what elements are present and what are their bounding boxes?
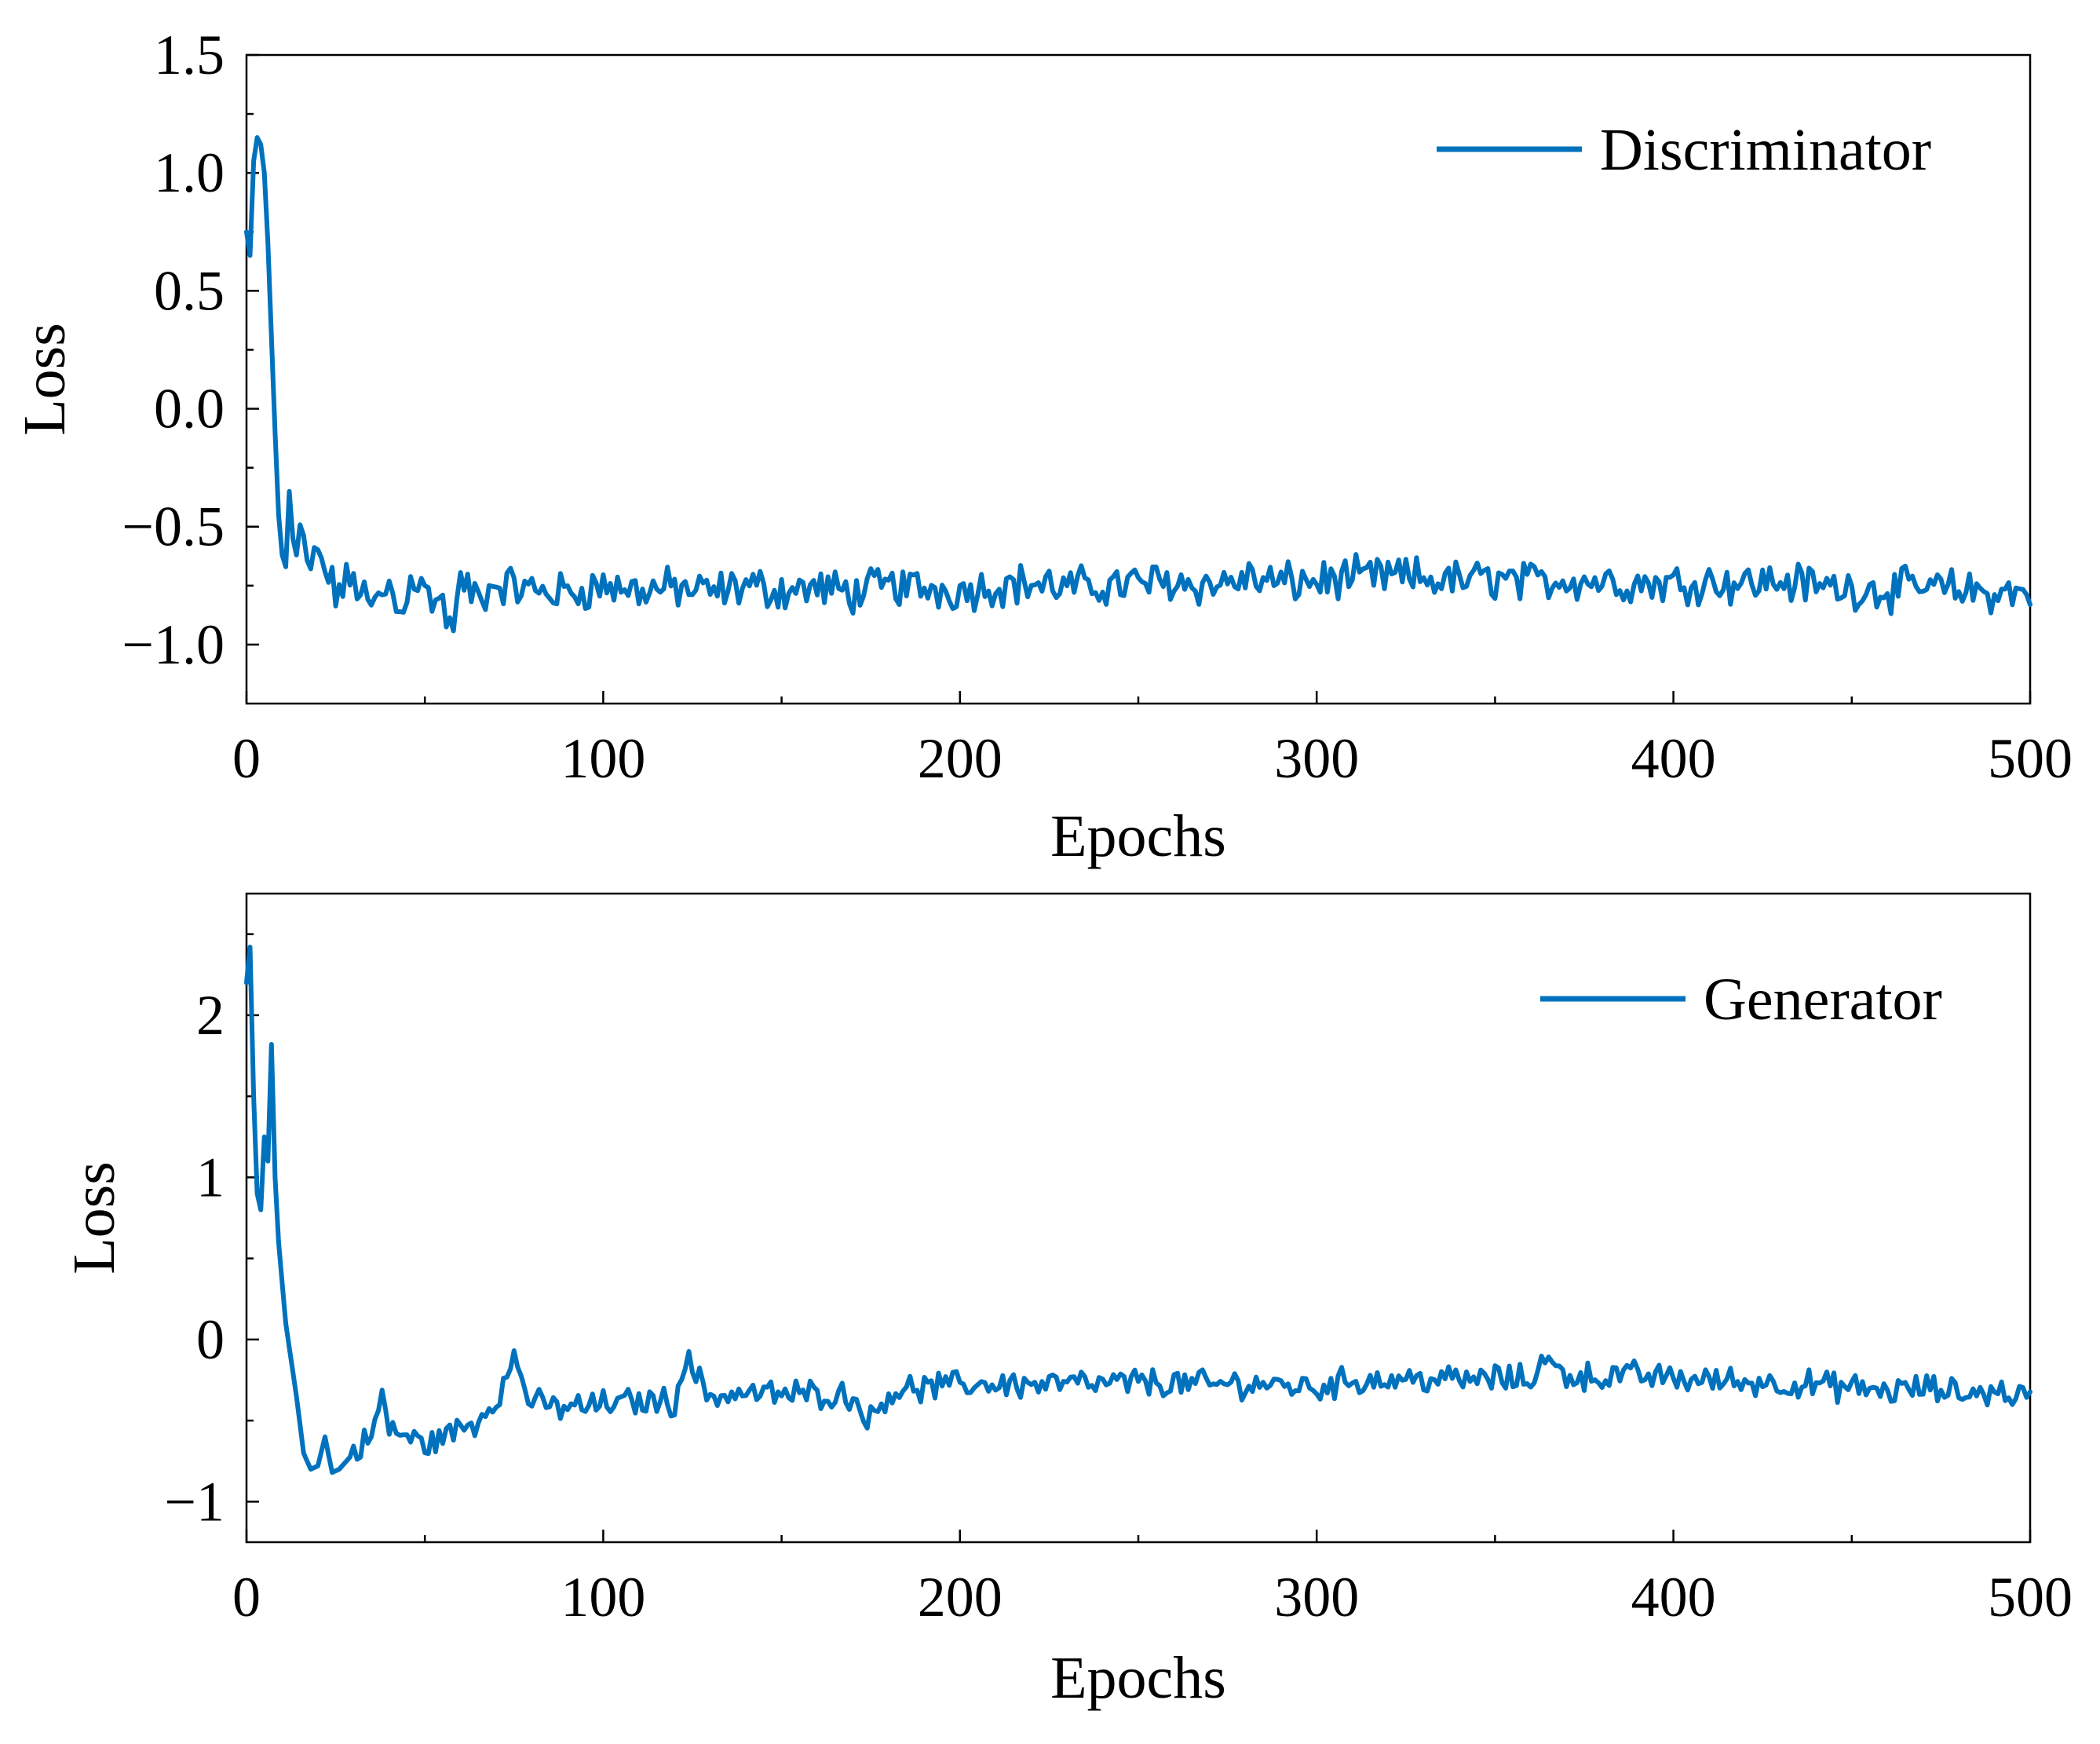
y-tick-label: −1.0: [122, 613, 225, 676]
y-tick-label: 0.5: [154, 259, 225, 322]
x-tick-label: 100: [561, 727, 645, 790]
x-tick-label: 100: [561, 1566, 645, 1629]
x-tick-label: 0: [232, 727, 261, 790]
y-tick-labels: 2 1 0 −1: [164, 984, 225, 1534]
y-tick-label: 0.0: [154, 378, 225, 441]
tick-marks: [245, 933, 2032, 1542]
x-tick-label: 500: [1988, 1566, 2073, 1629]
x-tick-label: 200: [918, 1566, 1003, 1629]
y-tick-label: −0.5: [122, 495, 225, 558]
y-tick-label: 1.5: [154, 24, 225, 86]
y-axis-title: Loss: [61, 1161, 127, 1274]
x-tick-label: 300: [1274, 1566, 1359, 1629]
y-tick-labels: 1.5 1.0 0.5 0.0 −0.5 −1.0: [122, 24, 225, 676]
x-axis-title: Epochs: [1050, 1645, 1226, 1711]
legend-label-discriminator: Discriminator: [1600, 117, 1931, 183]
series-line-discriminator: [244, 135, 2032, 634]
y-tick-label: 1.0: [154, 141, 225, 204]
series-line-generator: [244, 945, 2032, 1475]
discriminator-chart: 1.5 1.0 0.5 0.0 −0.5 −1.0 0 100 200 300 400 500 Ep…: [12, 24, 2073, 869]
series-lines: [244, 945, 2032, 1475]
generator-chart: 210−1 0 100 200 300 400 500 Epochs Loss Gener…: [61, 892, 2073, 1711]
legend-label-generator: Generator: [1704, 967, 1942, 1033]
x-tick-label: 400: [1631, 727, 1716, 790]
x-axis-title: Epochs: [1050, 803, 1226, 869]
x-tick-label: 200: [918, 727, 1003, 790]
y-tick-label: 2: [196, 984, 225, 1047]
x-tick-label: 500: [1988, 727, 2073, 790]
legend: Discriminator: [1437, 117, 1931, 183]
series-lines: [244, 135, 2032, 634]
y-tick-label: 1: [196, 1146, 225, 1208]
y-tick-label: −1: [164, 1470, 225, 1533]
y-axis-title: Loss: [12, 323, 78, 436]
legend: Generator: [1540, 967, 1942, 1033]
x-tick-labels: 0 100 200 300 400 500: [232, 727, 2073, 790]
x-tick-label: 300: [1274, 727, 1359, 790]
x-tick-labels: 0 100 200 300 400 500: [232, 1566, 2073, 1629]
x-tick-label: 0: [232, 1566, 261, 1629]
x-tick-label: 400: [1631, 1566, 1716, 1629]
y-tick-label: 0: [196, 1308, 225, 1371]
